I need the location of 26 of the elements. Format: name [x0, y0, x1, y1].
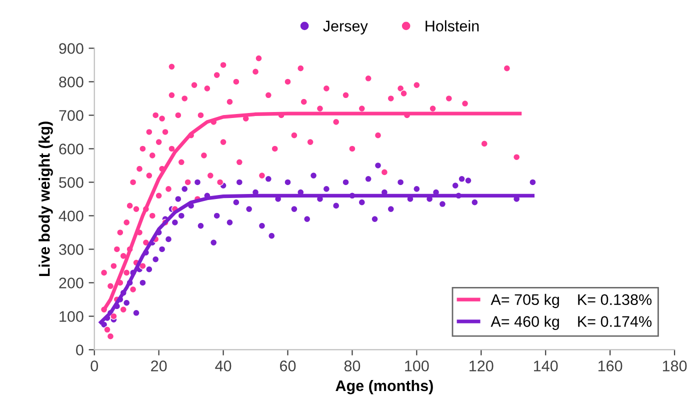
legend-label: A= 460 kg K= 0.174% [490, 316, 652, 330]
legend-label: A= 705 kg K= 0.138% [490, 294, 652, 308]
legend-label: Holstein [426, 20, 479, 32]
legend-label: Jersey [323, 20, 368, 34]
y-tick-label: 200 [59, 278, 84, 288]
x-axis-title: Age (months) [336, 380, 433, 394]
y-tick-label: 900 [59, 43, 84, 54]
y-tick-label: 100 [60, 311, 84, 322]
x-tick-label: 80 [344, 360, 360, 372]
y-tick-label: 700 [59, 110, 84, 121]
x-tick-label: 20 [151, 360, 167, 372]
y-tick-label: 800 [59, 76, 84, 88]
y-tick-label: 500 [59, 177, 84, 188]
x-tick-label: 140 [534, 360, 558, 372]
y-tick-label: 600 [59, 144, 84, 154]
x-tick-label: 0 [90, 360, 98, 372]
y-tick-label: 400 [58, 210, 84, 222]
y-axis-title: Live body weight (kg) [38, 122, 53, 276]
y-tick-label: 0 [76, 344, 84, 356]
x-tick-label: 160 [598, 360, 622, 372]
x-tick-label: 120 [470, 360, 494, 372]
x-tick-label: 60 [280, 360, 296, 372]
x-tick-label: 180 [662, 360, 687, 372]
x-tick-label: 40 [215, 360, 232, 372]
y-tick-label: 300 [59, 244, 84, 255]
x-tick-label: 100 [405, 360, 429, 372]
